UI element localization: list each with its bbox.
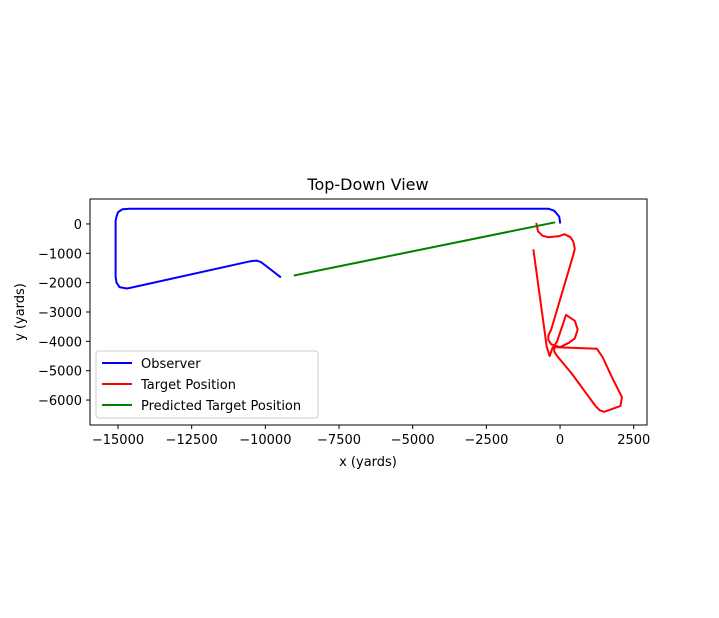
x-tick-label: −5000: [391, 433, 435, 448]
legend: Observer Target Position Predicted Target …: [95, 350, 319, 419]
y-tick-label: 0: [74, 218, 82, 233]
legend-entries: Observer Target Position Predicted Target …: [102, 357, 301, 414]
chart-title: Top-Down View: [306, 175, 428, 194]
series-layer: [114, 207, 623, 413]
y-tick-label: −5000: [38, 365, 82, 380]
x-axis-ticks: −15000 −12500 −10000 −7500 −5000 −2500 0 2500: [92, 425, 650, 448]
x-tick-label: −7500: [317, 433, 361, 448]
y-tick-label: −3000: [38, 306, 82, 321]
y-tick-label: −6000: [38, 394, 82, 409]
series-line-3: [293, 221, 556, 277]
legend-label-3: Predicted Target Position: [141, 399, 301, 414]
legend-box: [95, 350, 319, 419]
x-tick-label: −12500: [166, 433, 218, 448]
x-tick-label: 0: [556, 433, 564, 448]
x-tick-label: −2500: [464, 433, 508, 448]
y-tick-label: −1000: [38, 247, 82, 262]
x-tick-label: 2500: [617, 433, 650, 448]
legend-label-2: Target Position: [140, 378, 236, 393]
series-line-2: [532, 222, 623, 413]
x-tick-label: −10000: [239, 433, 291, 448]
x-axis-label: x (yards): [339, 455, 397, 470]
y-axis-ticks: 0 −1000 −2000 −3000 −4000 −5000 −6000: [38, 218, 90, 409]
legend-label-1: Observer: [141, 357, 201, 372]
y-tick-label: −4000: [38, 335, 82, 350]
x-tick-label: −15000: [92, 433, 144, 448]
y-tick-label: −2000: [38, 277, 82, 292]
y-axis-label: y (yards): [13, 283, 28, 341]
series-line-1: [114, 207, 562, 290]
